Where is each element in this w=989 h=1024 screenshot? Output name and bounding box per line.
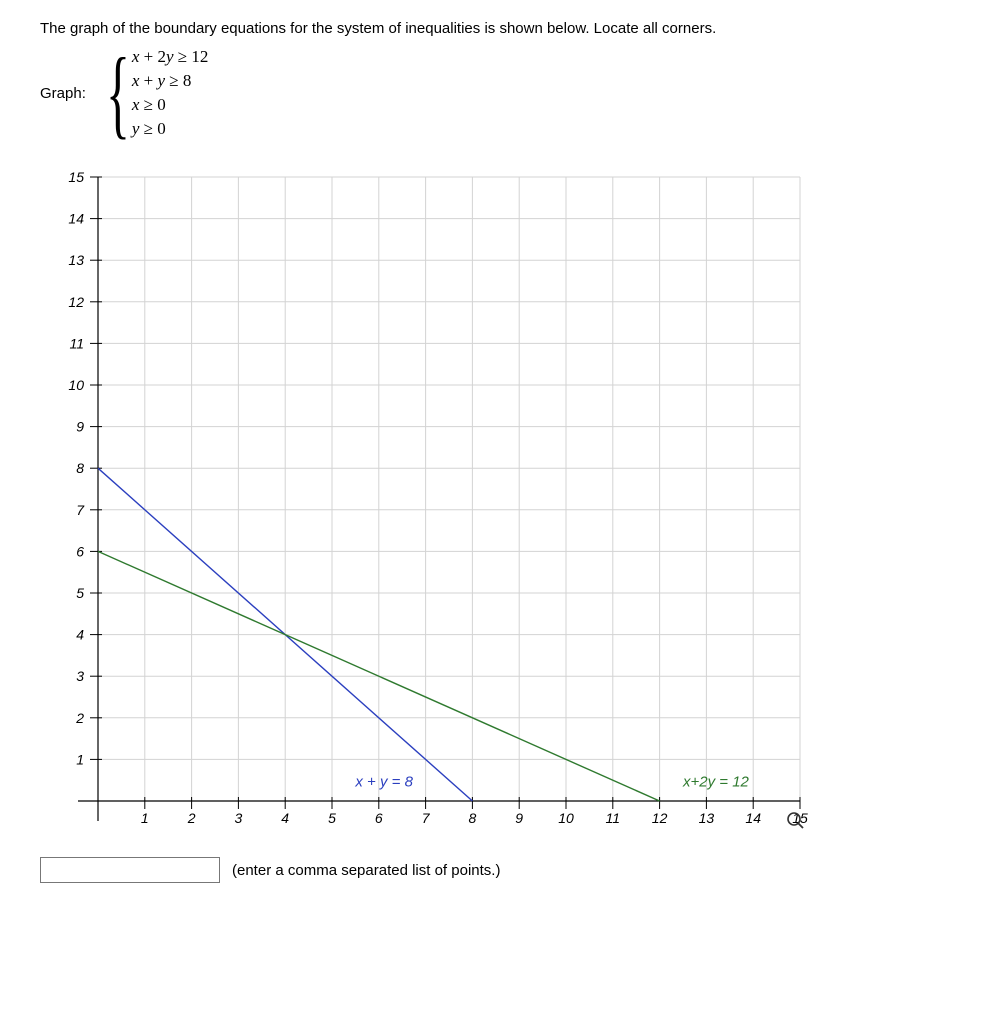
svg-text:3: 3 xyxy=(235,810,243,826)
svg-text:3: 3 xyxy=(76,668,84,684)
svg-text:2: 2 xyxy=(187,810,196,826)
svg-text:13: 13 xyxy=(68,252,84,268)
svg-text:4: 4 xyxy=(76,627,84,643)
svg-text:5: 5 xyxy=(328,810,336,826)
svg-text:11: 11 xyxy=(69,335,84,351)
svg-text:15: 15 xyxy=(68,169,84,185)
svg-text:8: 8 xyxy=(76,460,84,476)
inequalities-list: x + 2y ≥ 12 x + y ≥ 8 x ≥ 0 y ≥ 0 xyxy=(132,43,209,143)
inequality-item: y ≥ 0 xyxy=(132,119,209,139)
svg-text:11: 11 xyxy=(606,810,621,826)
svg-text:x+2y = 12: x+2y = 12 xyxy=(682,773,750,790)
svg-text:8: 8 xyxy=(469,810,477,826)
svg-text:14: 14 xyxy=(745,810,761,826)
svg-text:7: 7 xyxy=(76,502,85,518)
answer-input[interactable] xyxy=(40,857,220,883)
svg-text:14: 14 xyxy=(68,211,84,227)
answer-row: (enter a comma separated list of points.… xyxy=(40,857,949,883)
inequality-item: x + 2y ≥ 12 xyxy=(132,47,209,67)
svg-text:5: 5 xyxy=(76,585,84,601)
inequality-item: x ≥ 0 xyxy=(132,95,209,115)
svg-text:6: 6 xyxy=(76,543,84,559)
svg-text:1: 1 xyxy=(141,810,149,826)
graph-label: Graph: xyxy=(40,85,86,102)
svg-text:12: 12 xyxy=(652,810,668,826)
svg-text:6: 6 xyxy=(375,810,383,826)
svg-text:4: 4 xyxy=(281,810,289,826)
svg-text:1: 1 xyxy=(76,751,84,767)
question-text: The graph of the boundary equations for … xyxy=(40,20,949,37)
svg-text:7: 7 xyxy=(422,810,431,826)
inequality-item: x + y ≥ 8 xyxy=(132,71,209,91)
svg-text:10: 10 xyxy=(68,377,84,393)
svg-text:9: 9 xyxy=(515,810,523,826)
svg-text:12: 12 xyxy=(68,294,84,310)
svg-text:10: 10 xyxy=(558,810,574,826)
svg-text:13: 13 xyxy=(699,810,715,826)
coordinate-chart: 1234567891011121314151234567891011121314… xyxy=(40,153,949,847)
svg-text:2: 2 xyxy=(75,710,84,726)
svg-text:x + y = 8: x + y = 8 xyxy=(354,773,413,790)
left-brace: { xyxy=(106,43,130,143)
svg-text:9: 9 xyxy=(76,419,84,435)
brace-wrap: { x + 2y ≥ 12 x + y ≥ 8 x ≥ 0 y ≥ 0 xyxy=(94,43,209,143)
answer-hint: (enter a comma separated list of points.… xyxy=(232,862,500,879)
system-row: Graph: { x + 2y ≥ 12 x + y ≥ 8 x ≥ 0 y ≥ 0 xyxy=(40,43,949,143)
